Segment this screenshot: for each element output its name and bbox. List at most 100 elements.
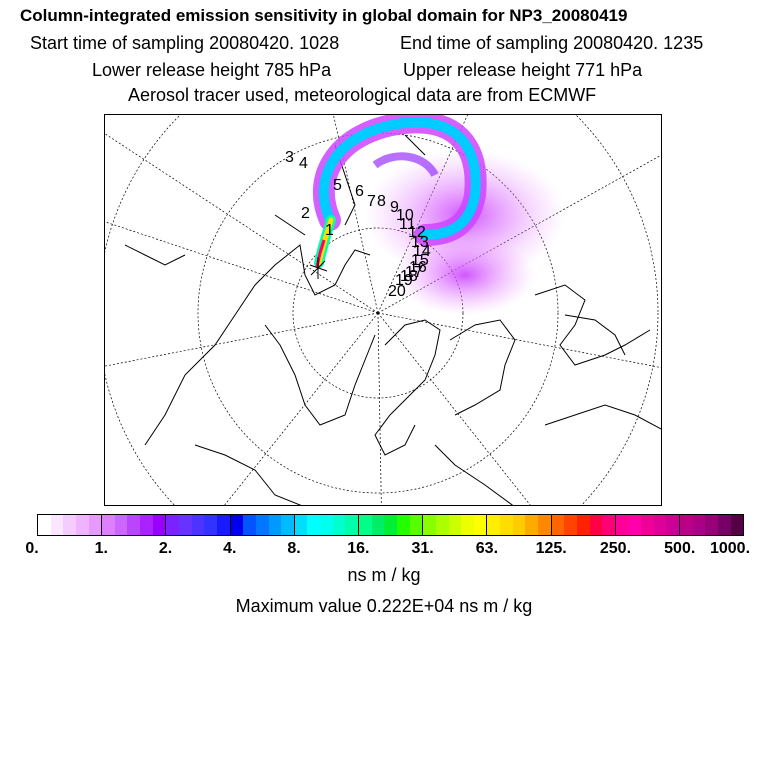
color-swatch [204,515,217,535]
color-swatch [294,515,308,535]
track-label: 12 [408,224,426,241]
color-scale-tick-label: 0. [25,540,39,557]
color-scale-tick-label: 1. [94,540,108,557]
color-swatch [653,515,667,535]
sampling-start: Start time of sampling 20080420. 1028 [30,33,340,53]
color-swatch [166,515,180,535]
color-swatch [127,515,141,535]
color-swatch [487,515,501,535]
color-swatch [680,515,693,535]
track-label: 6 [355,183,364,200]
latitude-circles [105,115,659,505]
plot-title: Column-integrated emission sensitivity i… [20,6,628,25]
tracer-info: Aerosol tracer used, meteorological data… [128,85,597,105]
color-swatch [359,515,372,535]
color-swatch [63,515,76,535]
color-scale-tick-label: 2. [158,540,173,557]
emission-plume [312,115,565,315]
color-scale-tick-label: 125. [535,540,567,557]
track-label: 14 [413,243,431,260]
color-swatch [268,515,282,535]
color-swatch [525,515,538,535]
color-swatch [152,515,167,535]
color-swatch [692,515,706,535]
color-swatch [717,515,731,535]
color-swatch [423,515,436,535]
track-label: 5 [333,177,342,194]
color-swatch [473,515,488,535]
color-swatch [88,515,103,535]
color-swatch [551,515,565,535]
track-label: 2 [301,205,310,222]
color-swatch [320,515,333,535]
color-swatch [114,515,128,535]
color-swatch [564,515,577,535]
track-label: 4 [299,155,308,172]
color-swatch [179,515,192,535]
track-label: 17 [405,264,423,281]
track-label: 7 [367,193,376,210]
track-label: 1 [325,222,334,239]
color-scale-tick-label: 31. [411,540,434,557]
release-height-lower: Lower release height 785 hPa [92,60,332,80]
track-label: 15 [411,252,429,269]
color-swatch [448,515,462,535]
track-label: 10 [396,207,414,224]
track-labels: 1 2 3 4 5 6 7 8 9 10 11 12 13 14 15 16 1… [285,149,431,300]
color-swatch [307,515,321,535]
color-swatch [384,515,397,535]
track-label: 8 [377,193,386,210]
track-label: 19 [395,272,413,289]
color-swatch [75,515,89,535]
color-swatch [512,515,526,535]
color-scale-tick-label: 8. [287,540,301,557]
color-swatch [243,515,256,535]
track-label: 3 [285,149,294,166]
color-swatch [140,515,153,535]
track-label: 9 [390,199,399,216]
maximum-value: Maximum value 0.222E+04 ns m / kg [235,596,533,616]
color-swatch [730,515,744,535]
color-swatch [255,515,269,535]
color-swatch [216,515,231,535]
color-swatch [396,515,410,535]
release-site-marker [309,257,328,279]
track-label: 16 [409,259,427,276]
color-scale-bar [37,514,744,536]
color-swatch [38,515,51,535]
color-swatch [191,515,205,535]
color-swatch [641,515,654,535]
color-scale-tick-label: 4. [223,540,237,557]
color-swatch [666,515,681,535]
color-swatch [332,515,346,535]
track-label: 13 [411,234,429,251]
track-label: 11 [399,216,416,233]
color-swatch [371,515,385,535]
color-scale-tick-label: 1000. [709,540,751,557]
color-swatch [461,515,474,535]
color-swatch [602,515,616,535]
color-swatch [435,515,449,535]
release-height-upper: Upper release height 771 hPa [403,60,643,80]
color-swatch [345,515,360,535]
color-swatch [102,515,115,535]
color-swatch [537,515,552,535]
map-canvas: 1 2 3 4 5 6 7 8 9 10 11 12 13 14 15 16 1… [105,115,661,505]
coastlines [124,134,661,505]
color-swatch [281,515,295,535]
track-label: 18 [400,268,418,285]
units-label: ns m / kg [347,565,421,585]
color-scale-tick-label: 16. [347,540,370,557]
color-swatch [615,515,629,535]
color-swatch [705,515,718,535]
color-swatch [409,515,424,535]
color-scale-tick-label: 250. [599,540,632,557]
polar-map: 1 2 3 4 5 6 7 8 9 10 11 12 13 14 15 16 1… [104,114,662,506]
color-swatch [50,515,64,535]
color-scale-tick-label: 500. [664,540,696,557]
track-label: 20 [388,283,406,300]
color-swatch [628,515,642,535]
sampling-end: End time of sampling 20080420. 1235 [400,33,704,53]
color-swatch [500,515,513,535]
color-swatch [230,515,244,535]
